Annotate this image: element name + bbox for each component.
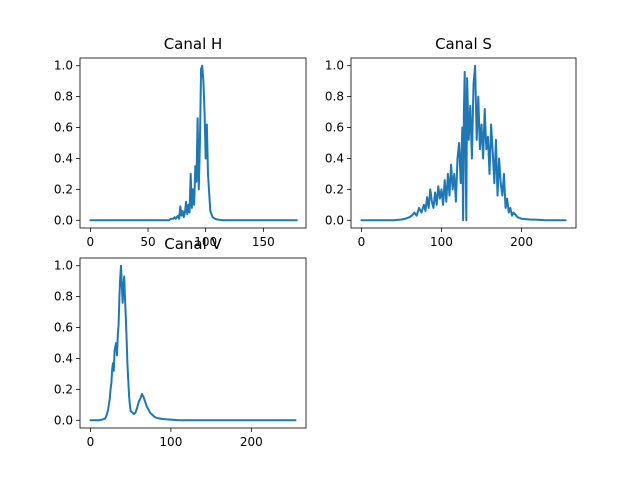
x-tick-label-s: 200 bbox=[510, 235, 533, 249]
x-tick-label-h: 50 bbox=[140, 235, 155, 249]
y-tick-label-s: 0.6 bbox=[325, 121, 344, 135]
x-tick-label-s: 100 bbox=[430, 235, 453, 249]
x-tick-label-h: 100 bbox=[194, 235, 217, 249]
x-tick-label-h: 150 bbox=[252, 235, 275, 249]
axes-frame-v bbox=[79, 257, 307, 429]
y-tick-label-h: 0.0 bbox=[54, 213, 73, 227]
y-tick-label-v: 0.0 bbox=[54, 413, 73, 427]
histogram-panel-h: 0 50 100 150 0.0 0.2 0.4 0.6 0.8 1.0 Canal H bbox=[54, 35, 307, 249]
panel-title-v: Canal V bbox=[164, 235, 222, 253]
y-tick-label-v: 0.8 bbox=[54, 290, 73, 304]
y-tick-label-h: 0.4 bbox=[54, 151, 73, 165]
y-tick-label-v: 0.4 bbox=[54, 351, 73, 365]
y-tick-label-s: 1.0 bbox=[325, 59, 344, 73]
histogram-panel-v: 0 100 200 0.0 0.2 0.4 0.6 0.8 1.0 Canal V bbox=[54, 235, 307, 449]
x-tick-label-s: 0 bbox=[358, 235, 366, 249]
x-tick-label-v: 100 bbox=[159, 435, 182, 449]
histogram-panel-s: 0 100 200 0.0 0.2 0.4 0.6 0.8 1.0 Canal S bbox=[325, 35, 577, 249]
y-tick-label-s: 0.8 bbox=[325, 90, 344, 104]
y-tick-label-h: 1.0 bbox=[54, 59, 73, 73]
panel-title-s: Canal S bbox=[435, 35, 492, 53]
x-tick-label-v: 200 bbox=[240, 435, 263, 449]
x-tick-label-h: 0 bbox=[87, 235, 95, 249]
y-tick-label-v: 1.0 bbox=[54, 259, 73, 273]
y-tick-label-h: 0.2 bbox=[54, 182, 73, 196]
axes-frame-h bbox=[79, 57, 307, 229]
y-tick-label-v: 0.2 bbox=[54, 382, 73, 396]
y-tick-label-h: 0.8 bbox=[54, 90, 73, 104]
series-line-s bbox=[360, 64, 567, 222]
series-line-v bbox=[89, 264, 297, 422]
panel-title-h: Canal H bbox=[164, 35, 223, 53]
y-tick-label-s: 0.0 bbox=[325, 213, 344, 227]
y-tick-label-h: 0.6 bbox=[54, 121, 73, 135]
x-tick-label-v: 0 bbox=[87, 435, 95, 449]
axes-frame-s bbox=[350, 57, 577, 229]
y-tick-label-s: 0.4 bbox=[325, 151, 344, 165]
y-tick-label-v: 0.6 bbox=[54, 321, 73, 335]
series-line-h bbox=[89, 64, 298, 222]
y-tick-label-s: 0.2 bbox=[325, 182, 344, 196]
